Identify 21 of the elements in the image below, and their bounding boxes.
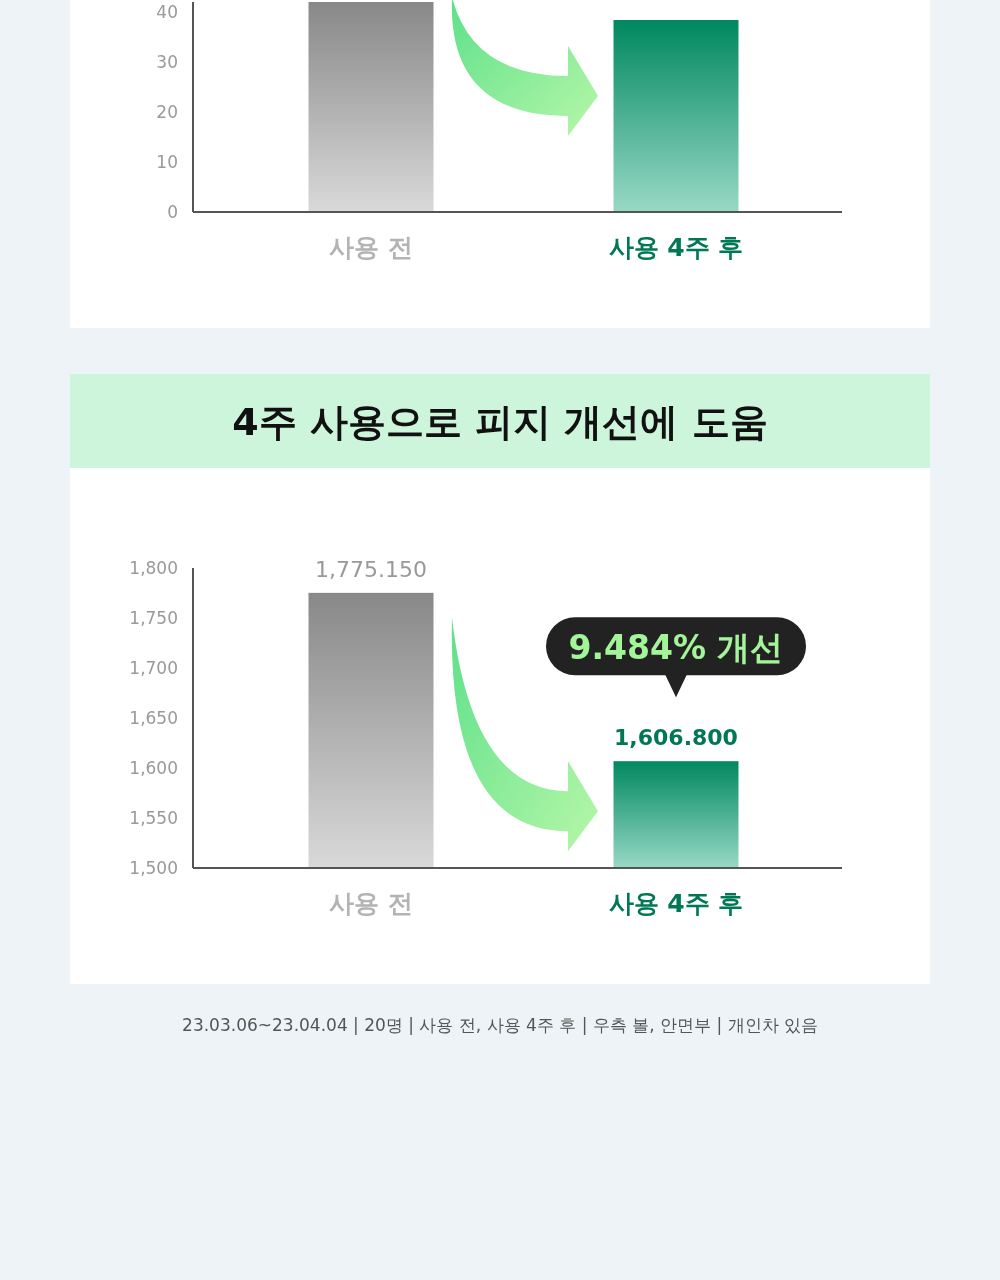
y-tick-label: 20 <box>156 102 178 122</box>
y-tick-label: 10 <box>156 152 178 172</box>
x-tick-label: 사용 4주 후 <box>608 889 744 918</box>
chart-title: 4주 사용으로 피지 개선에 도움 <box>232 400 768 444</box>
text: 23.03.06~23.04.04 | 20명 | 사용 전, 사용 4주 후 | 우측 볼, 안면부 | 개인차 있음 <box>182 1015 818 1035</box>
y-tick-label: 40 <box>156 2 178 22</box>
x-tick-label: 사용 4주 후 <box>608 233 744 262</box>
y-tick-label: 1,750 <box>129 608 178 628</box>
y-tick-label: 1,800 <box>129 558 178 578</box>
x-tick-label: 사용 전 <box>329 233 413 262</box>
y-tick-label: 0 <box>167 202 178 222</box>
data-label: 1,775.150 <box>315 556 427 582</box>
data-label: 1,606.800 <box>614 725 738 751</box>
y-tick-label: 1,600 <box>129 758 178 778</box>
annotation: 9.484% 개선 <box>568 628 784 668</box>
y-tick-label: 1,650 <box>129 708 178 728</box>
y-tick-label: 1,550 <box>129 808 178 828</box>
y-tick-label: 1,500 <box>129 858 178 878</box>
y-tick-label: 30 <box>156 52 178 72</box>
x-tick-label: 사용 전 <box>329 889 413 918</box>
y-tick-label: 1,700 <box>129 658 178 678</box>
